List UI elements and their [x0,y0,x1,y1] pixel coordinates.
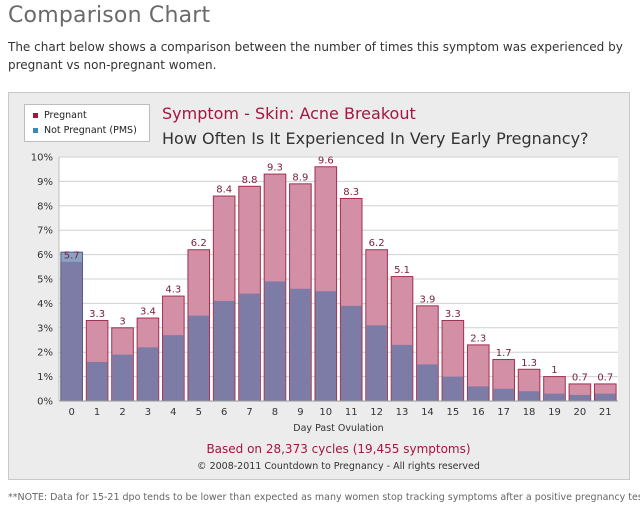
data-label-pregnant: 3.9 [419,294,435,305]
legend-swatch-not-pregnant [33,128,38,133]
x-tick-label: 4 [170,407,176,418]
bar-not-pregnant [544,393,565,401]
x-tick-label: 16 [472,407,485,418]
bar-not-pregnant [239,293,260,401]
bar-not-pregnant [340,305,362,401]
x-tick-label: 1 [94,407,100,418]
bar-not-pregnant [493,388,514,401]
intro-text: The chart below shows a comparison betwe… [8,40,623,72]
x-tick-label: 18 [523,407,536,418]
data-label-pregnant: 3 [119,316,125,327]
data-label-pregnant: 1.7 [496,348,512,359]
x-tick-label: 11 [345,407,358,418]
data-label-pregnant: 4.3 [165,285,181,296]
y-tick-label: 6% [37,250,53,261]
x-tick-label: 20 [574,407,587,418]
bar-not-pregnant [86,361,108,401]
x-tick-label: 10 [319,407,332,418]
x-tick-label: 12 [370,407,383,418]
bar-not-pregnant [188,315,210,401]
y-tick-label: 8% [37,201,53,212]
bar-not-pregnant [594,393,616,401]
y-tick-label: 3% [37,323,53,334]
x-tick-label: 2 [119,407,125,418]
bar-not-pregnant [290,288,311,401]
data-label-pregnant: 9.3 [267,163,283,174]
legend-item-pregnant: Pregnant [33,109,87,123]
data-label-pregnant: 3.4 [140,307,156,318]
data-label-pregnant: 8.3 [343,187,359,198]
bar-not-pregnant [112,354,133,401]
chart-footer-primary: Based on 28,373 cycles (19,455 symptoms) [206,442,470,456]
legend-label-pregnant: Pregnant [44,110,87,121]
bar-not-pregnant [467,386,489,401]
y-tick-label: 9% [37,177,53,188]
x-tick-label: 5 [196,407,202,418]
bar-not-pregnant [163,335,184,401]
bar-not-pregnant [366,325,387,401]
legend-item-not-pregnant: Not Pregnant (PMS) [33,124,137,138]
x-tick-label: 0 [69,407,75,418]
data-label-pregnant: 8.9 [292,172,308,183]
data-label-pregnant: 3.3 [445,309,461,320]
bar-not-pregnant [264,281,286,401]
y-tick-label: 0% [37,397,53,408]
data-label-pregnant: 6.2 [369,238,385,249]
data-label-pregnant: 8.4 [216,185,232,196]
x-tick-label: 15 [446,407,459,418]
x-tick-label: 21 [599,407,612,418]
bar-not-pregnant [442,376,464,401]
y-tick-label: 10% [31,153,53,164]
chart-subtitle: How Often Is It Experienced In Very Earl… [162,129,589,148]
data-label-pregnant: 0.7 [572,372,588,383]
x-tick-label: 6 [221,407,227,418]
bar-not-pregnant [391,344,413,401]
legend-swatch-pregnant [33,113,38,118]
bar-not-pregnant [417,364,438,401]
y-tick-label: 1% [37,372,53,383]
data-label-pregnant: 8.8 [242,175,258,186]
chart-footer-copyright: © 2008-2011 Countdown to Pregnancy - All… [197,461,480,472]
x-tick-label: 8 [272,407,278,418]
footnote: **NOTE: Data for 15-21 dpo tends to be l… [8,492,640,503]
data-label-pregnant: 9.6 [318,155,334,166]
bar-not-pregnant [213,300,235,401]
bar-not-pregnant [518,391,540,401]
x-tick-label: 3 [145,407,151,418]
bar-not-pregnant [569,394,591,401]
data-label-pregnant: 5.1 [394,265,410,276]
data-label-pregnant: 2.3 [470,333,486,344]
bar-not-pregnant-overlap [61,261,83,401]
x-tick-label: 7 [246,407,252,418]
bar-not-pregnant [315,291,337,401]
data-label-pregnant: 1.3 [521,358,537,369]
bar-not-pregnant [137,347,159,401]
x-tick-label: 9 [297,407,303,418]
chart-title: Symptom - Skin: Acne Breakout [162,104,416,123]
x-tick-label: 13 [396,407,409,418]
y-tick-label: 2% [37,348,53,359]
chart-legend: Pregnant Not Pregnant (PMS) [24,104,150,142]
y-tick-label: 4% [37,299,53,310]
x-tick-label: 14 [421,407,434,418]
y-tick-label: 5% [37,275,53,286]
page-heading: Comparison Chart [8,3,211,28]
data-label-pregnant: 3.3 [89,309,105,320]
data-label-pregnant: 5.7 [64,250,80,261]
y-tick-label: 7% [37,226,53,237]
x-tick-label: 17 [497,407,510,418]
legend-label-not-pregnant: Not Pregnant (PMS) [44,125,137,136]
x-axis-label: Day Past Ovulation [293,423,383,434]
data-label-pregnant: 6.2 [191,238,207,249]
data-label-pregnant: 1 [551,365,557,376]
data-label-pregnant: 0.7 [597,372,613,383]
x-tick-label: 19 [548,407,561,418]
